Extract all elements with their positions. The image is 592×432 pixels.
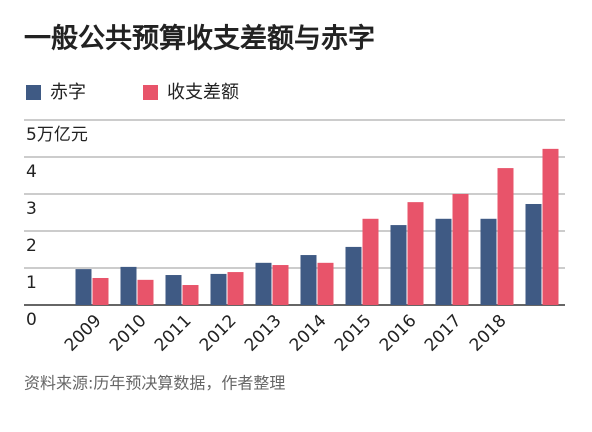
bar (452, 194, 469, 305)
x-tick-label: 2012 (196, 311, 241, 356)
bar (75, 269, 92, 305)
x-tick-label: 2014 (286, 311, 331, 356)
bar (137, 279, 154, 305)
legend-swatch (143, 85, 158, 100)
x-tick-label: 2016 (376, 311, 421, 356)
x-tick-label: 2017 (421, 311, 466, 356)
bar (542, 148, 559, 305)
y-tick-label: 4 (26, 162, 37, 182)
x-tick-label: 2010 (106, 311, 151, 356)
legend-swatch (26, 85, 41, 100)
bar (480, 218, 497, 305)
bar (210, 273, 227, 305)
bar (272, 265, 289, 305)
bar (120, 266, 137, 305)
bar (497, 168, 514, 305)
bar (300, 255, 317, 305)
bar (390, 225, 407, 305)
y-tick-label: 3 (26, 199, 37, 219)
y-tick-label: 0 (26, 310, 37, 330)
x-tick-label: 2009 (61, 311, 106, 356)
bar (182, 285, 199, 305)
bar (165, 275, 182, 305)
x-tick-label: 2013 (241, 311, 286, 356)
y-tick-label: 5万亿元 (26, 125, 88, 145)
y-tick-label: 2 (26, 236, 37, 256)
chart-title: 一般公共预算收支差额与赤字 (24, 23, 375, 55)
bar (227, 272, 244, 305)
source-note: 资料来源:历年预决算数据，作者整理 (24, 374, 285, 393)
bar (525, 203, 542, 305)
bar (435, 218, 452, 305)
legend-label: 收支差额 (167, 82, 239, 103)
bar (345, 246, 362, 305)
bar (407, 202, 424, 305)
y-tick-label: 1 (26, 273, 37, 293)
bar (362, 218, 379, 305)
bar (255, 262, 272, 305)
legend-label: 赤字 (50, 82, 86, 103)
x-tick-label: 2015 (331, 311, 376, 356)
bar (92, 277, 109, 305)
bar (317, 262, 334, 305)
x-tick-label: 2018 (466, 311, 511, 356)
x-tick-label: 2011 (151, 311, 196, 356)
